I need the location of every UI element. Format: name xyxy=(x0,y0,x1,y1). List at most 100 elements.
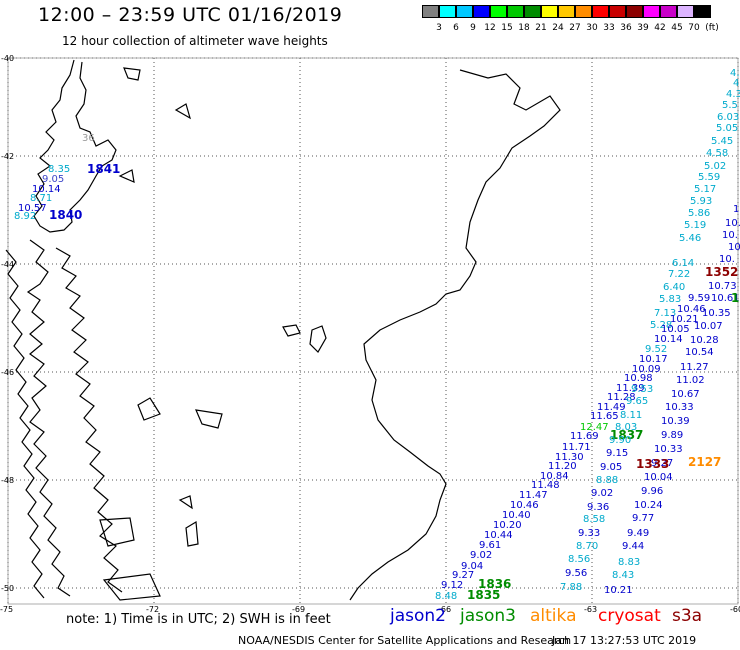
wave-height-value: 10.67 xyxy=(671,389,700,400)
wave-height-value: 10.20 xyxy=(493,520,522,531)
longitude-label: -60 xyxy=(730,605,740,614)
wave-height-value: 10.84 xyxy=(540,471,569,482)
map-title: 12:00 – 23:59 UTC 01/16/2019 xyxy=(38,4,343,26)
wave-height-value: 5.46 xyxy=(679,233,701,244)
wave-height-value: 5.19 xyxy=(684,220,706,231)
wave-height-value: 11.49 xyxy=(597,402,626,413)
wave-height-value: 6.40 xyxy=(663,282,685,293)
wave-height-value: 11.30 xyxy=(555,452,584,463)
wave-height-value: 10.07 xyxy=(694,321,723,332)
legend-swatch xyxy=(473,5,490,18)
satellite-jason2: jason2 xyxy=(390,606,446,626)
wave-height-value: 5.28 xyxy=(650,320,672,331)
wave-height-value: 10.17 xyxy=(639,354,668,365)
map-subtitle: 12 hour collection of altimeter wave hei… xyxy=(62,34,328,48)
wave-height-value: 11.39 xyxy=(616,383,645,394)
wave-height-value: 8.70 xyxy=(576,541,598,552)
wave-height-value: 9.02 xyxy=(470,550,492,561)
wave-height-value: 10.09 xyxy=(632,364,661,375)
longitude-label: -69 xyxy=(292,605,305,614)
wave-height-value: 5.17 xyxy=(694,184,716,195)
wave-height-value: 9.27 xyxy=(651,458,673,469)
wave-height-value: 8.92 xyxy=(14,211,36,222)
legend-tick-label: 45 xyxy=(671,23,683,33)
legend-tick-label: 9 xyxy=(470,23,476,33)
wave-height-value: 9.04 xyxy=(461,561,483,572)
wave-height-value: 4.58 xyxy=(706,148,728,159)
wave-height-value: 4. xyxy=(730,68,740,79)
legend-swatch xyxy=(694,5,711,18)
wave-height-value: 5.93 xyxy=(690,196,712,207)
legend-swatch xyxy=(456,5,473,18)
wave-height-value: 8.71 xyxy=(30,193,52,204)
wave-height-value: 10.54 xyxy=(685,347,714,358)
wave-height-value: 12.47 xyxy=(580,422,609,433)
legend-tick-label: 3 xyxy=(436,23,442,33)
wave-height-value: 8.83 xyxy=(618,557,640,568)
wave-height-value: 11.27 xyxy=(680,362,709,373)
wave-height-value: 9.59 xyxy=(688,293,710,304)
wave-height-value: 10.04 xyxy=(644,472,673,483)
legend-tick-label: 27 xyxy=(569,23,581,33)
wave-height-value: 9.53 xyxy=(631,384,653,395)
legend-swatch xyxy=(524,5,541,18)
wave-height-value: 10.33 xyxy=(654,444,683,455)
wave-height-value: 7.13 xyxy=(654,308,676,319)
latitude-labels: -40 -42 -44 -46 -48 -50 xyxy=(1,54,14,593)
wave-height-value: 8.56 xyxy=(568,554,590,565)
wave-height-value: 10.21 xyxy=(604,585,633,596)
wave-height-value: 9.90 xyxy=(609,435,631,446)
wave-height-value: 5.5 xyxy=(722,100,738,111)
legend-swatch xyxy=(507,5,524,18)
wave-height-value: 10.05 xyxy=(661,324,690,335)
wave-height-value: 10.73 xyxy=(708,281,737,292)
latitude-label: -48 xyxy=(1,476,14,485)
map-frame xyxy=(7,57,739,605)
latitude-label: -40 xyxy=(1,54,14,63)
wave-height-value: 8.88 xyxy=(596,475,618,486)
longitude-label: -63 xyxy=(584,605,597,614)
pass-time-label: 1836 xyxy=(478,577,511,591)
pass-time-label: 1835 xyxy=(467,588,500,602)
wave-height-value: 11.47 xyxy=(519,490,548,501)
legend-tick-label: 39 xyxy=(637,23,649,33)
wave-height-value: 7.22 xyxy=(668,269,690,280)
latitude-label: -44 xyxy=(1,260,14,269)
satellite-cryosat: cryosat xyxy=(598,606,661,626)
wave-height-value: 10.46 xyxy=(510,500,539,511)
wave-height-value: 10. xyxy=(733,204,740,215)
wave-height-value: 10. xyxy=(728,242,740,253)
wave-height-value: 10.33 xyxy=(665,402,694,413)
legend-swatch xyxy=(558,5,575,18)
pass-time-label: 1841 xyxy=(87,162,120,176)
wave-height-value: 9.96 xyxy=(641,486,663,497)
latitude-label: -50 xyxy=(1,584,14,593)
generated-timestamp: Jan 17 13:27:53 UTC 2019 xyxy=(552,634,697,647)
wave-height-value: 8.11 xyxy=(620,410,642,421)
wave-height-value: 11.20 xyxy=(548,461,577,472)
wave-height-value: 9.33 xyxy=(578,528,600,539)
wave-height-value: 9.05 xyxy=(42,174,64,185)
legend-swatch xyxy=(575,5,592,18)
latitude-label: -42 xyxy=(1,152,14,161)
wave-height-value: 10.14 xyxy=(32,184,61,195)
longitude-label: -66 xyxy=(438,605,451,614)
wave-height-value: 9.65 xyxy=(626,396,648,407)
wave-height-value: 10.46 xyxy=(677,304,706,315)
wave-height-value: 11.48 xyxy=(531,480,560,491)
wave-height-value: 6.14 xyxy=(672,258,694,269)
wave-height-value: 8.35 xyxy=(48,164,70,175)
legend-tick-label: 18 xyxy=(518,23,530,33)
wave-height-value: 10. xyxy=(722,230,738,241)
longitude-label: -75 xyxy=(0,605,13,614)
wave-height-value: 5.05 xyxy=(716,123,738,134)
satellite-jason3: jason3 xyxy=(460,606,516,626)
legend-tick-label: 15 xyxy=(501,23,513,33)
wave-height-value: 10.44 xyxy=(484,530,513,541)
pass-time-label: 1352 xyxy=(705,265,738,279)
wave-height-value: 9.15 xyxy=(606,448,628,459)
wave-height-value: 4.3 xyxy=(726,89,740,100)
legend-swatch xyxy=(592,5,609,18)
legend-tick-label: 12 xyxy=(484,23,496,33)
